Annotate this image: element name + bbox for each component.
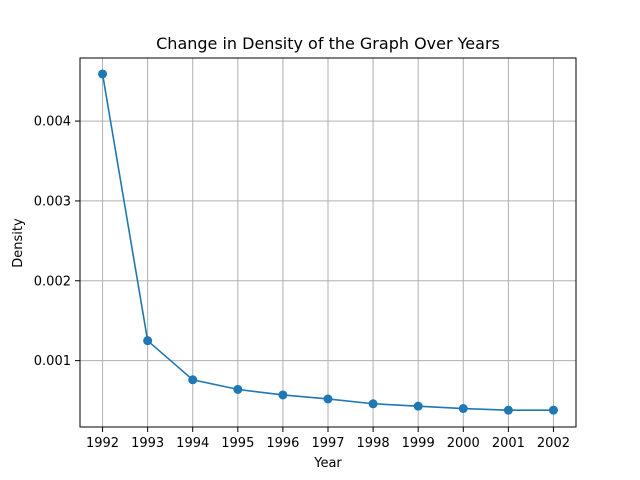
density-point <box>278 390 288 400</box>
chart-title: Change in Density of the Graph Over Year… <box>156 34 500 53</box>
x-tick-label: 1999 <box>402 436 435 451</box>
x-tick-label: 1997 <box>311 436 344 451</box>
x-tick-label: 1995 <box>221 436 254 451</box>
density-point <box>368 399 378 409</box>
density-point <box>143 336 153 346</box>
density-point <box>458 404 468 414</box>
x-tick-label: 2002 <box>537 436 570 451</box>
x-tick-label: 1998 <box>357 436 390 451</box>
y-tick-label: 0.001 <box>34 354 71 369</box>
grid-layer <box>80 58 576 427</box>
x-tick-label: 1994 <box>176 436 209 451</box>
y-tick-label: 0.003 <box>34 194 71 209</box>
density-point <box>548 405 558 415</box>
y-axis-label: Density <box>11 218 26 268</box>
x-tick-label: 1996 <box>266 436 299 451</box>
density-point <box>323 394 333 404</box>
x-axis-label: Year <box>313 456 342 471</box>
density-point <box>413 401 423 411</box>
x-tick-label: 2000 <box>447 436 480 451</box>
density-point <box>98 69 108 79</box>
x-tick-label: 1992 <box>86 436 119 451</box>
y-tick-label: 0.004 <box>34 115 71 130</box>
x-tick-label: 2001 <box>492 436 525 451</box>
density-point <box>233 384 243 394</box>
series-layer <box>98 69 558 415</box>
x-tick-label: 1993 <box>131 436 164 451</box>
tick-layer: 1992 1993 1994 1995 1996 1997 1998 1999 2000 2001… <box>34 115 570 451</box>
density-point <box>503 405 513 415</box>
density-point <box>188 375 198 385</box>
y-tick-label: 0.002 <box>34 274 71 289</box>
